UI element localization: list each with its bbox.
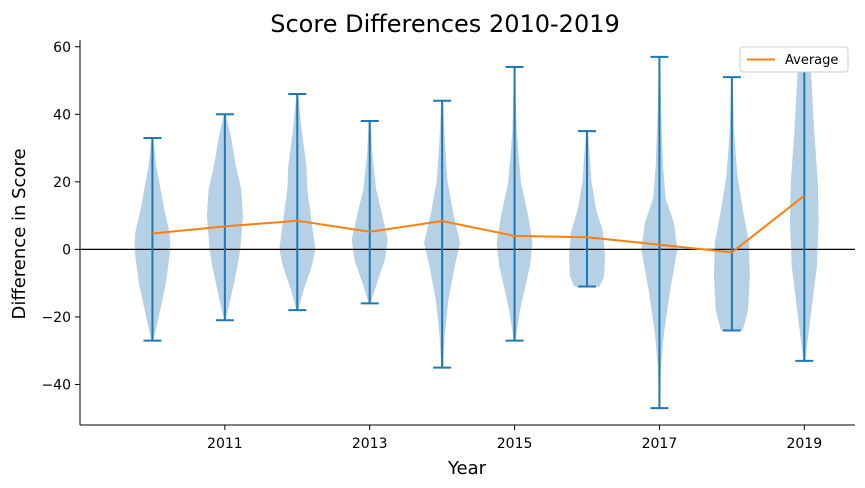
y-tick-label: 60 (53, 40, 71, 56)
x-tick-label: 2017 (642, 436, 678, 452)
x-ticks: 2011 2013 2015 2017 2019 (207, 425, 822, 452)
violins-layer (134, 56, 819, 409)
y-tick-label: 40 (53, 107, 71, 123)
x-tick-label: 2019 (786, 436, 822, 452)
y-axis-label: Difference in Score (9, 148, 30, 319)
legend-average-label: Average (785, 53, 838, 68)
y-tick-label: −40 (41, 377, 71, 393)
x-tick-label: 2011 (207, 436, 243, 452)
x-tick-label: 2015 (497, 436, 533, 452)
y-tick-label: 20 (53, 175, 71, 191)
x-axis-label: Year (447, 458, 487, 479)
legend: Average (739, 46, 849, 73)
whiskers-layer (143, 55, 814, 410)
chart-title: Score Differences 2010-2019 (270, 10, 620, 38)
legend-box (739, 46, 849, 73)
y-tick-label: 0 (62, 242, 71, 258)
y-tick-label: −20 (41, 310, 71, 326)
average-line (152, 194, 805, 254)
x-tick-label: 2013 (352, 436, 388, 452)
y-ticks: −40 −20 0 20 40 60 (41, 40, 80, 393)
